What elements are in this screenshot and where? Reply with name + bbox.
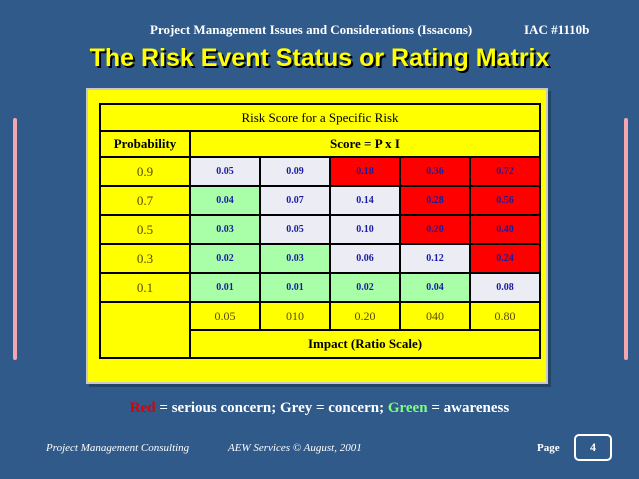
- score-cell-grey: 0.14: [329, 185, 401, 216]
- matrix-row: 0.1 0.01 0.01 0.02 0.04 0.08: [99, 272, 541, 303]
- footer-company: Project Management Consulting: [46, 442, 190, 454]
- score-cell-red: 0.56: [469, 185, 541, 216]
- score-cell-red: 0.28: [399, 185, 471, 216]
- left-decoration-bar: [13, 118, 17, 360]
- score-cell-grey: 0.06: [329, 243, 401, 274]
- score-header: Score = P x I: [189, 130, 541, 158]
- score-cell-grey: 0.07: [259, 185, 331, 216]
- impact-value: 040: [399, 301, 471, 331]
- legend-red-word: Red: [129, 400, 156, 416]
- footer-copyright: AEW Services © August, 2001: [228, 442, 362, 454]
- score-cell-grey: 0.09: [259, 156, 331, 187]
- score-cell-green: 0.04: [189, 185, 261, 216]
- matrix-row: 0.3 0.02 0.03 0.06 0.12 0.24: [99, 243, 541, 274]
- empty-corner-cell: [99, 301, 191, 359]
- risk-matrix-frame: Risk Score for a Specific Risk Probabili…: [86, 88, 548, 384]
- score-cell-red: 0.72: [469, 156, 541, 187]
- page-number: 4: [590, 440, 596, 454]
- matrix-row: 0.5 0.03 0.05 0.10 0.20 0.40: [99, 214, 541, 245]
- score-cell-grey: 0.08: [469, 272, 541, 303]
- legend-green-word: Green: [387, 400, 428, 416]
- matrix-rows: 0.9 0.05 0.09 0.18 0.36 0.72 0.7 0.04 0.07 0.14 0.…: [99, 156, 541, 303]
- matrix-row: 0.9 0.05 0.09 0.18 0.36 0.72: [99, 156, 541, 187]
- score-cell-grey: 0.10: [329, 214, 401, 245]
- footer-page-label: Page: [537, 442, 560, 454]
- probability-header: Probability: [99, 130, 191, 158]
- impact-value: 010: [259, 301, 331, 331]
- page-number-box: 4: [574, 434, 612, 461]
- probability-value: 0.1: [99, 272, 191, 303]
- score-cell-green: 0.04: [399, 272, 471, 303]
- impact-axis-label: Impact (Ratio Scale): [189, 329, 541, 359]
- course-id: IAC #1110b: [524, 22, 590, 37]
- score-cell-grey: 0.12: [399, 243, 471, 274]
- score-cell-red: 0.24: [469, 243, 541, 274]
- impact-value: 0.80: [469, 301, 541, 331]
- score-cell-green: 0.03: [189, 214, 261, 245]
- score-cell-grey: 0.05: [189, 156, 261, 187]
- probability-value: 0.7: [99, 185, 191, 216]
- probability-value: 0.9: [99, 156, 191, 187]
- course-title: Project Management Issues and Considerat…: [150, 22, 473, 37]
- matrix-row: 0.7 0.04 0.07 0.14 0.28 0.56: [99, 185, 541, 216]
- score-cell-red: 0.20: [399, 214, 471, 245]
- color-legend: Red = serious concern; Grey = concern; G…: [0, 400, 639, 417]
- score-cell-green: 0.02: [189, 243, 261, 274]
- score-cell-green: 0.02: [329, 272, 401, 303]
- legend-text-2: = awareness: [427, 400, 510, 416]
- impact-value: 0.20: [329, 301, 401, 331]
- score-cell-green: 0.01: [189, 272, 261, 303]
- right-decoration-bar: [624, 118, 628, 360]
- probability-value: 0.5: [99, 214, 191, 245]
- score-cell-grey: 0.05: [259, 214, 331, 245]
- probability-value: 0.3: [99, 243, 191, 274]
- slide-title: The Risk Event Status or Rating Matrix: [89, 44, 550, 72]
- score-cell-green: 0.01: [259, 272, 331, 303]
- impact-value: 0.05: [189, 301, 261, 331]
- score-cell-green: 0.03: [259, 243, 331, 274]
- legend-text-1: = serious concern; Grey = concern;: [155, 400, 388, 416]
- matrix-caption: Risk Score for a Specific Risk: [99, 103, 541, 132]
- score-cell-red: 0.36: [399, 156, 471, 187]
- score-cell-red: 0.18: [329, 156, 401, 187]
- risk-matrix-table: Risk Score for a Specific Risk Probabili…: [99, 103, 541, 359]
- score-cell-red: 0.40: [469, 214, 541, 245]
